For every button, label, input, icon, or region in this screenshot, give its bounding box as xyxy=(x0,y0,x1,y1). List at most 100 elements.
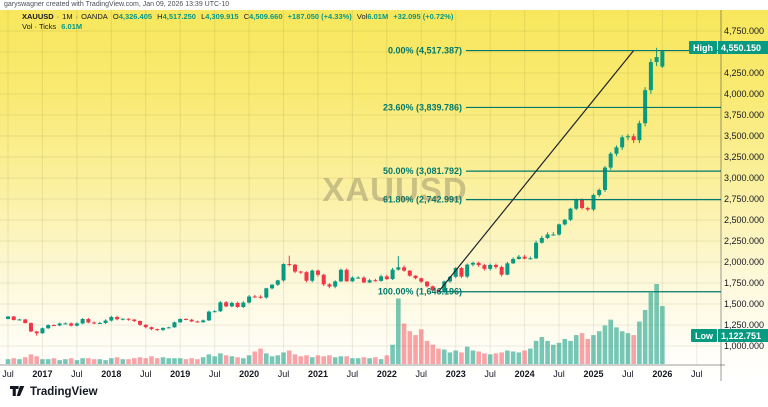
time-tick-label[interactable]: Jul xyxy=(416,369,428,379)
candle-body xyxy=(178,319,183,323)
legend-separator: · xyxy=(75,12,79,21)
candle-body xyxy=(338,269,343,282)
price-tick-label[interactable]: 1,500.000 xyxy=(724,299,764,309)
price-tick-label[interactable]: 2,000.000 xyxy=(724,257,764,267)
fib-trend-line[interactable] xyxy=(438,50,635,293)
time-tick-label[interactable]: Jul xyxy=(622,369,634,379)
candle-body xyxy=(63,323,68,325)
volume-bar xyxy=(585,338,591,364)
candle-body xyxy=(539,237,544,243)
time-tick-label[interactable]: Jul xyxy=(71,369,83,379)
legend-symbol-row[interactable]: XAUUSD · 1M · OANDA O4,326.405 H4,517.250 L4… xyxy=(22,12,456,21)
price-tick-label[interactable]: 4,000.000 xyxy=(724,89,764,99)
volume-bar xyxy=(648,292,654,364)
volume-bar xyxy=(344,356,349,364)
price-tick-label[interactable]: 1,750.000 xyxy=(724,278,764,288)
volume-bar xyxy=(309,357,315,364)
candle-body xyxy=(419,278,424,282)
candle-body xyxy=(551,234,556,236)
time-tick-label[interactable]: Jul xyxy=(553,369,565,379)
candle-body xyxy=(562,219,567,225)
price-tick-label[interactable]: 3,250.000 xyxy=(724,152,764,162)
candle-body xyxy=(344,269,349,282)
time-tick-label[interactable]: 2021 xyxy=(308,369,328,379)
volume-bar xyxy=(487,354,493,364)
tradingview-logo-icon xyxy=(10,386,25,396)
time-tick-label[interactable]: 2017 xyxy=(32,369,52,379)
time-tick-label[interactable]: Jul xyxy=(484,369,496,379)
volume-bar xyxy=(642,310,648,364)
volume-bar xyxy=(637,321,642,364)
price-tick-label[interactable]: 4,250.000 xyxy=(724,68,764,78)
price-tick-label[interactable]: 1,000.000 xyxy=(724,341,764,351)
candle-body xyxy=(17,319,22,321)
legend-volume-row[interactable]: Vol · Ticks 6.01M xyxy=(22,22,456,31)
candle-body xyxy=(206,311,211,321)
price-tick-label[interactable]: 2,250.000 xyxy=(724,236,764,246)
fib-level-label[interactable]: 100.00% (1,646.196) xyxy=(378,287,462,297)
volume-bar xyxy=(252,351,258,364)
volume-bar xyxy=(218,353,223,364)
price-tick-label[interactable]: 2,500.000 xyxy=(724,215,764,225)
candle-body xyxy=(40,328,45,334)
price-tick-label[interactable]: 2,750.000 xyxy=(724,194,764,204)
fib-level-label[interactable]: 61.80% (2,742.991) xyxy=(383,195,462,205)
low-price-badge: Low 1,122.751 xyxy=(691,329,768,343)
price-tick-label[interactable]: 3,500.000 xyxy=(724,131,764,141)
time-tick-label[interactable]: 2019 xyxy=(170,369,190,379)
volume-bar xyxy=(80,358,85,364)
volume-bar xyxy=(568,340,573,364)
symbol-watermark: XAUUSD xyxy=(322,171,468,208)
volume-bar xyxy=(160,357,166,364)
price-tick-label[interactable]: 3,000.000 xyxy=(724,173,764,183)
candle-body xyxy=(402,267,407,271)
legend[interactable]: XAUUSD · 1M · OANDA O4,326.405 H4,517.250 L4… xyxy=(22,12,456,31)
volume-bar xyxy=(510,351,516,364)
price-tick-label[interactable]: 3,750.000 xyxy=(724,110,764,120)
time-tick-label[interactable]: Jul xyxy=(691,369,703,379)
candle-body xyxy=(270,284,275,289)
volume-bar xyxy=(459,352,464,364)
time-tick-label[interactable]: 2018 xyxy=(101,369,121,379)
candle-body xyxy=(287,264,292,266)
time-tick-label[interactable]: 2022 xyxy=(377,369,397,379)
price-tick-label[interactable]: 1,250.000 xyxy=(724,320,764,330)
candle-body xyxy=(459,268,464,277)
fib-level-label[interactable]: 23.60% (3,839.786) xyxy=(383,102,462,112)
candle-body xyxy=(166,327,171,329)
volume-bar xyxy=(482,353,487,364)
candle-body xyxy=(23,319,28,324)
volume-bar xyxy=(533,340,539,364)
time-tick-label[interactable]: Jul xyxy=(2,369,14,379)
volume-bar xyxy=(74,360,80,364)
candle-body xyxy=(46,325,51,329)
candle-body xyxy=(120,318,125,320)
price-tick-label[interactable]: 4,750.000 xyxy=(724,26,764,36)
volume-indicator-label[interactable]: Vol · Ticks xyxy=(22,22,57,31)
time-tick-label[interactable]: Jul xyxy=(209,369,221,379)
candle-body xyxy=(453,268,458,277)
volume-bar xyxy=(596,331,602,364)
volume-bar xyxy=(177,358,183,364)
fib-level-label[interactable]: 0.00% (4,517.387) xyxy=(388,46,462,56)
volume-bar xyxy=(660,306,665,364)
time-tick-label[interactable]: Jul xyxy=(140,369,152,379)
time-tick-label[interactable]: 2020 xyxy=(239,369,259,379)
volume-bar xyxy=(378,359,384,364)
volume-bar xyxy=(45,359,51,364)
time-tick-label[interactable]: 2025 xyxy=(583,369,603,379)
time-tick-label[interactable]: Jul xyxy=(347,369,359,379)
time-tick-label[interactable]: 2024 xyxy=(515,369,535,379)
time-tick-label[interactable]: 2023 xyxy=(446,369,466,379)
fib-level-label[interactable]: 50.00% (3,081.792) xyxy=(383,166,462,176)
volume-bar xyxy=(235,357,240,364)
time-tick-label[interactable]: Jul xyxy=(278,369,290,379)
legend-symbol[interactable]: XAUUSD xyxy=(22,12,54,21)
legend-high-value: 4,517.250 xyxy=(162,12,196,21)
volume-bar xyxy=(430,344,436,364)
time-tick-label[interactable]: 2026 xyxy=(652,369,672,379)
legend-interval[interactable]: 1M xyxy=(62,12,73,21)
candle-body xyxy=(304,272,309,281)
volume-bar xyxy=(654,283,659,364)
